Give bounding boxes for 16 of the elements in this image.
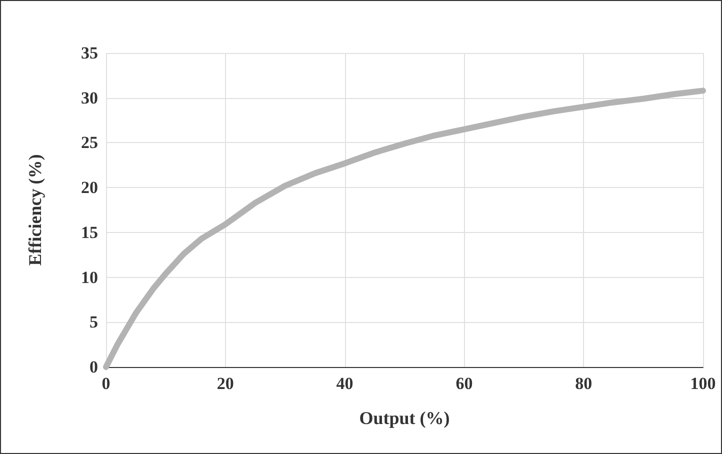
x-tick-label: 0	[102, 374, 110, 393]
y-tick-label: 25	[81, 133, 98, 152]
y-tick-label: 0	[90, 358, 98, 376]
y-tick-label: 30	[81, 88, 98, 108]
x-axis-title: Output (%)	[359, 408, 450, 428]
x-tick-label: 40	[336, 374, 354, 393]
x-tick-label: 100	[690, 374, 716, 393]
y-tick-label: 5	[90, 312, 98, 332]
y-tick-label: 35	[81, 44, 98, 62]
y-tick-label: 15	[81, 222, 98, 242]
x-tick-label: 60	[456, 374, 473, 393]
x-tick-label: 20	[216, 374, 234, 393]
x-tick-label: 80	[575, 374, 592, 393]
y-axis-title: Efficiency (%)	[25, 154, 45, 266]
y-tick-label: 20	[81, 178, 98, 198]
y-tick-label: 10	[81, 268, 98, 287]
